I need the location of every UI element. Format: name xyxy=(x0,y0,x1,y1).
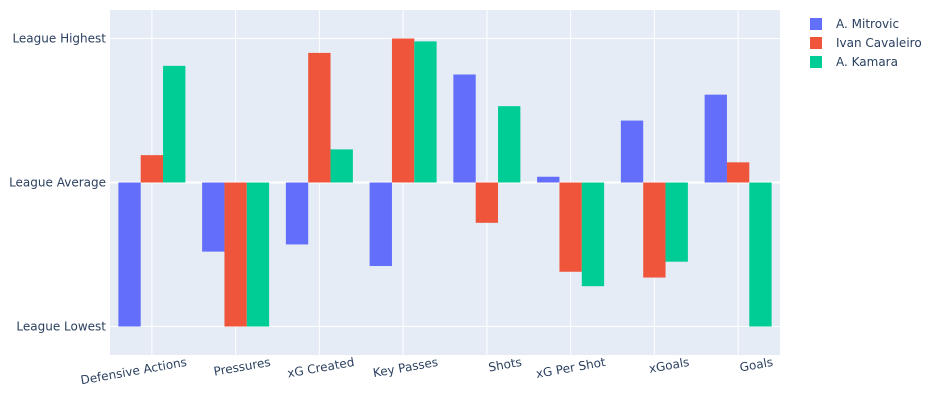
bar-ivan-cavaleiro xyxy=(475,182,499,223)
bar-a-kamara xyxy=(498,106,521,183)
bar-ivan-cavaleiro xyxy=(643,182,666,278)
legend-label: Ivan Cavaleiro xyxy=(836,36,922,50)
bar-a-kamara xyxy=(330,149,353,183)
x-tick-label: Shots xyxy=(487,355,522,375)
bar-a-mitrovic xyxy=(369,182,392,267)
bar-a-mitrovic xyxy=(453,74,476,183)
bar-a-mitrovic xyxy=(285,182,309,245)
x-axis-ticks: Defensive Actions Pressures xG Created Key … xyxy=(79,355,774,388)
x-tick-label: Defensive Actions xyxy=(79,355,187,387)
y-tick-label: League Lowest xyxy=(16,320,106,334)
legend-label: A. Mitrovic xyxy=(836,17,899,31)
bar-a-mitrovic xyxy=(704,94,727,183)
y-tick-label: League Average xyxy=(9,176,106,190)
bar-ivan-cavaleiro xyxy=(224,182,247,327)
bar-a-kamara xyxy=(581,182,605,287)
bar-ivan-cavaleiro xyxy=(559,182,582,272)
bar-a-kamara xyxy=(163,65,186,183)
bar-a-mitrovic xyxy=(620,120,644,183)
x-tick-label: Goals xyxy=(739,355,775,375)
y-axis-ticks: League Highest League Average League Lowes… xyxy=(9,32,106,334)
bars xyxy=(118,38,772,327)
x-tick-label: xG Created xyxy=(286,355,355,381)
bar-a-kamara xyxy=(749,182,772,327)
x-tick-label: xG Per Shot xyxy=(535,355,607,381)
x-tick-label: Key Passes xyxy=(372,355,439,380)
legend-item[interactable]: A. Kamara xyxy=(810,55,898,69)
bar-a-kamara xyxy=(246,182,270,327)
bar-a-kamara xyxy=(665,182,688,262)
bar-ivan-cavaleiro xyxy=(140,155,164,183)
bar-ivan-cavaleiro xyxy=(391,38,415,183)
x-tick-label: xGoals xyxy=(648,355,691,376)
legend-swatch xyxy=(810,18,822,30)
legend-item[interactable]: Ivan Cavaleiro xyxy=(810,36,922,50)
legend-swatch xyxy=(810,37,822,49)
legend-label: A. Kamara xyxy=(836,55,898,69)
bar-ivan-cavaleiro xyxy=(308,52,331,183)
x-tick-label: Pressures xyxy=(213,355,272,379)
bar-a-mitrovic xyxy=(118,182,141,327)
legend-swatch xyxy=(810,56,822,68)
bar-ivan-cavaleiro xyxy=(726,162,750,183)
bar-a-mitrovic xyxy=(537,176,560,183)
y-tick-label: League Highest xyxy=(12,32,106,46)
bar-a-kamara xyxy=(414,41,437,183)
legend-item[interactable]: A. Mitrovic xyxy=(810,17,899,31)
bar-a-mitrovic xyxy=(202,182,225,252)
legend[interactable]: A. Mitrovic Ivan Cavaleiro A. Kamara xyxy=(810,17,922,69)
